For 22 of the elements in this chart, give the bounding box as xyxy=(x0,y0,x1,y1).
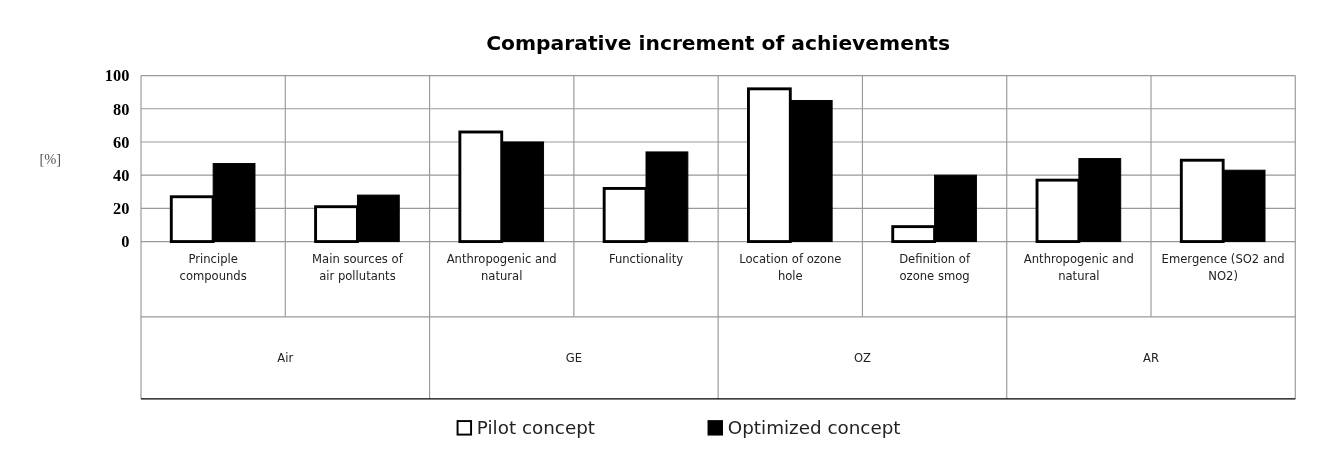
x-tick-label: Anthropogenic and natural xyxy=(446,251,557,284)
x-tick-label: Functionality xyxy=(608,251,684,266)
y-tick-label: 60 xyxy=(113,132,130,152)
x-tick-label: Emergence (SO2 and NO2) xyxy=(1161,251,1285,284)
x-tick-label: Principle compounds xyxy=(179,251,247,284)
text: OZ xyxy=(853,350,872,365)
y-tick-label: 0 xyxy=(121,232,130,252)
y-tick-label: 100 xyxy=(104,66,130,86)
legend-label: Pilot concept xyxy=(476,416,596,438)
text: AR xyxy=(1143,350,1159,365)
x-tick-label: Location of ozone hole xyxy=(739,251,842,284)
legend-label: Optimized concept xyxy=(727,416,901,438)
text: GE xyxy=(565,350,583,365)
text: Air xyxy=(277,350,294,365)
y-tick-label: 20 xyxy=(113,199,130,219)
x-tick-label: Definition of ozone smog xyxy=(899,251,971,284)
x-tick-label: Main sources of air pollutants xyxy=(312,251,404,284)
y-tick-label: 80 xyxy=(113,99,130,119)
x-tick-label: Anthropogenic and natural xyxy=(1023,251,1134,284)
chart-title: Comparative increment of achievements xyxy=(486,31,951,56)
y-axis-title: [%] xyxy=(39,150,62,167)
y-tick-label: 40 xyxy=(113,165,130,185)
